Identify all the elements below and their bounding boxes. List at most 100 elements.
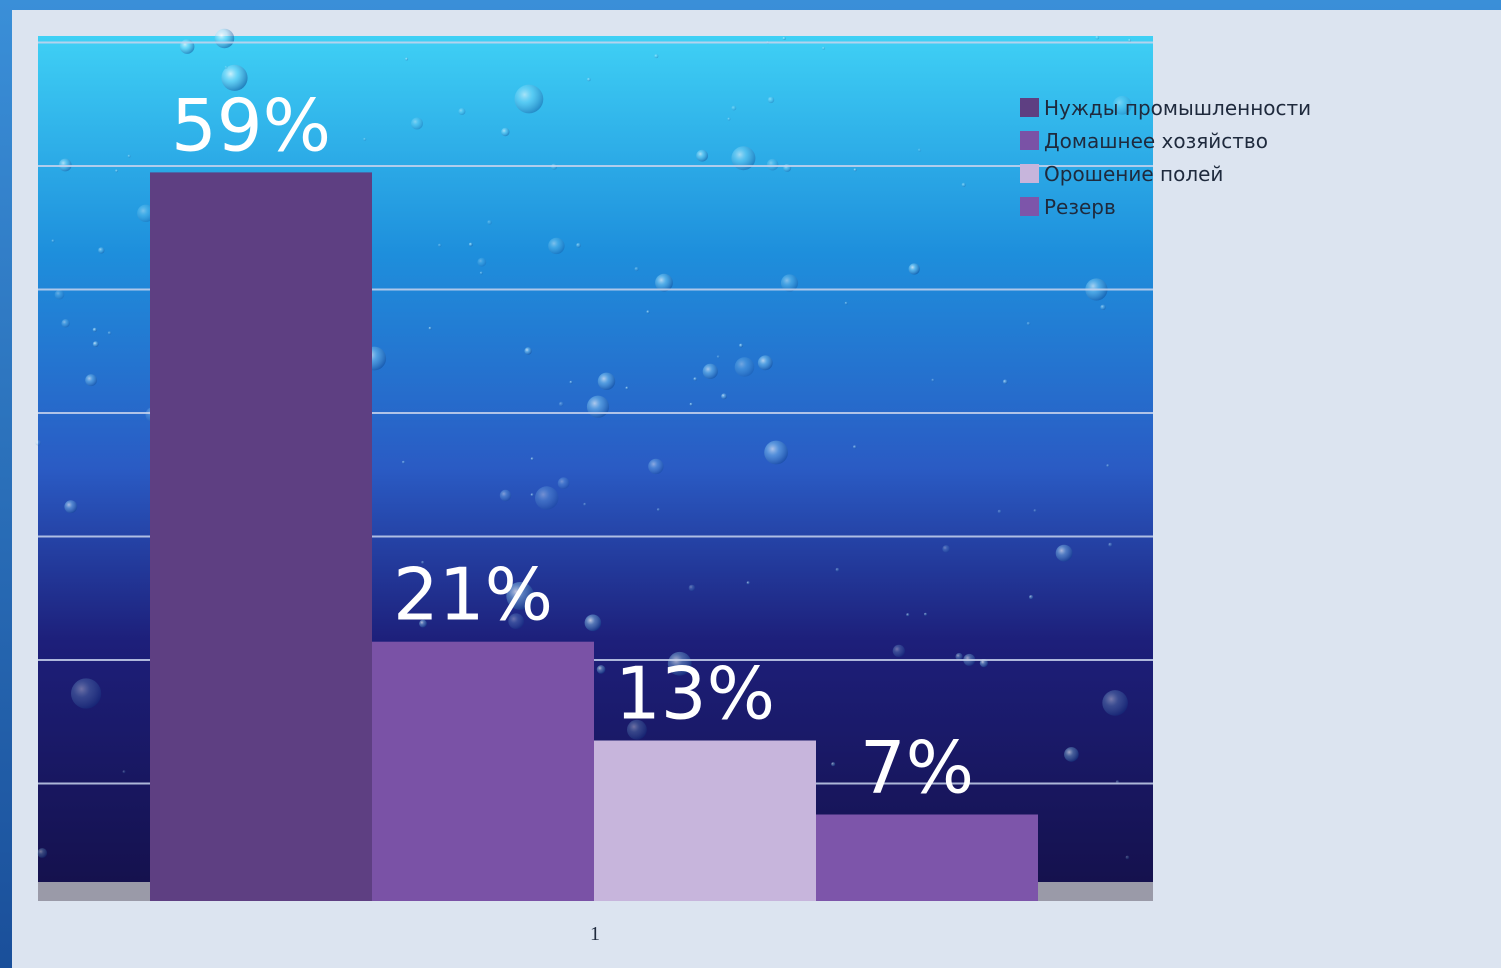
bubble-decoration (689, 402, 693, 406)
bubble-decoration (37, 848, 48, 858)
data-label-1: 59% (171, 83, 331, 167)
bubble-decoration (731, 146, 756, 171)
bubble-decoration (961, 182, 966, 187)
bubble-decoration (402, 460, 405, 464)
bar-4 (816, 814, 1038, 901)
bubble-decoration (908, 263, 920, 275)
bubble-decoration (822, 46, 825, 50)
bubble-decoration (693, 377, 697, 381)
bubble-decoration (955, 653, 963, 661)
bar-1 (150, 172, 372, 901)
bubble-decoration (782, 36, 786, 41)
bubble-decoration (655, 273, 673, 292)
bubble-decoration (71, 678, 102, 709)
bubble-decoration (835, 567, 840, 572)
bubble-decoration (1026, 321, 1031, 326)
bubble-decoration (764, 440, 788, 465)
bubble-decoration (831, 762, 836, 767)
bubble-decoration (61, 319, 70, 328)
bubble-decoration (906, 613, 910, 617)
bubble-decoration (35, 440, 41, 446)
bubble-decoration (696, 149, 708, 162)
bubble-decoration (107, 331, 112, 335)
bubble-decoration (576, 242, 581, 248)
bubble-decoration (587, 77, 591, 82)
bubble-decoration (586, 395, 610, 418)
bubble-decoration (1112, 95, 1132, 115)
legend-label: Орошение полей (1044, 162, 1223, 186)
bubble-decoration (924, 612, 927, 616)
bubble-decoration (224, 65, 228, 69)
bubble-decoration (646, 310, 650, 314)
bubble-decoration (997, 509, 1002, 514)
bubble-decoration (535, 486, 559, 510)
bubble-decoration (979, 659, 989, 668)
bubble-decoration (54, 289, 65, 300)
bubble-decoration (1064, 747, 1079, 762)
bubble-decoration (421, 560, 425, 564)
bubble-decoration (942, 545, 950, 553)
bubble-decoration (597, 372, 616, 390)
bubble-decoration (411, 117, 423, 130)
bubble-decoration (634, 266, 639, 272)
bubble-decoration (499, 489, 512, 502)
bubble-decoration (766, 158, 779, 171)
bubble-decoration (98, 247, 105, 254)
bubble-decoration (931, 378, 935, 382)
legend-swatch (1020, 131, 1039, 150)
bubble-decoration (853, 445, 857, 449)
bubble-decoration (557, 477, 570, 490)
bubble-decoration (1033, 509, 1037, 513)
bubble-decoration (702, 363, 718, 379)
data-label-4: 7% (860, 726, 974, 810)
bubble-decoration (1108, 542, 1113, 547)
bubble-decoration (501, 127, 510, 137)
bubble-decoration (734, 357, 755, 377)
data-label-3: 13% (615, 652, 775, 736)
bubble-decoration (853, 168, 857, 172)
bubble-decoration (917, 148, 922, 152)
bubble-decoration (122, 770, 126, 774)
bubble-decoration (1055, 544, 1073, 562)
bubble-decoration (739, 343, 743, 348)
bars (150, 172, 1038, 901)
legend-label: Резерв (1044, 195, 1116, 219)
bubble-decoration (179, 39, 195, 54)
bubble-decoration (458, 108, 466, 115)
bubble-decoration (405, 57, 409, 61)
bubble-decoration (558, 401, 564, 407)
data-labels: 59% 21% 13% 7% (171, 83, 974, 809)
bubble-decoration (569, 380, 573, 384)
legend-swatch (1020, 98, 1039, 117)
bubble-decoration (127, 154, 131, 158)
legend-label: Нужды промышленности (1044, 96, 1311, 120)
bubble-decoration (844, 301, 848, 305)
bubble-decoration (667, 651, 692, 676)
bubble-decoration (508, 613, 524, 629)
bubble-decoration (1100, 304, 1106, 310)
bubble-decoration (51, 239, 55, 243)
bubble-decoration (1125, 855, 1130, 860)
x-axis-ticks: 1 (590, 923, 600, 945)
bubble-decoration (115, 169, 119, 173)
bubble-decoration (583, 502, 587, 506)
bar-2 (372, 641, 594, 901)
data-label-2: 21% (393, 553, 553, 637)
bubble-decoration (477, 257, 487, 267)
bubble-decoration (514, 84, 544, 114)
legend-label: Домашнее хозяйство (1044, 129, 1268, 153)
bubble-decoration (1095, 35, 1100, 40)
bubble-decoration (1002, 379, 1008, 385)
bubble-decoration (1102, 690, 1128, 716)
bubble-decoration (428, 326, 432, 330)
bubble-decoration (780, 274, 799, 292)
bubble-decoration (648, 458, 664, 475)
bubble-decoration (438, 243, 442, 247)
bubble-decoration (767, 96, 775, 104)
bubble-decoration (688, 584, 696, 592)
bubble-decoration (892, 644, 905, 658)
bubble-decoration (419, 619, 427, 628)
bubble-decoration (479, 271, 483, 275)
legend-swatch (1020, 197, 1039, 216)
